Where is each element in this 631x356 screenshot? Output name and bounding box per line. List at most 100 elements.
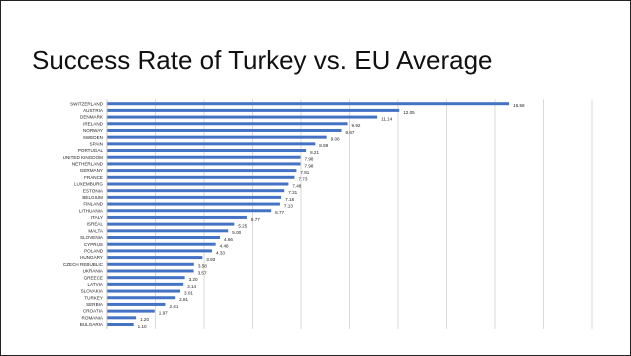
category-label: GREECE [84, 275, 103, 280]
data-label: 16.58 [513, 103, 525, 108]
data-label: 3.93 [206, 257, 215, 262]
bar [107, 209, 272, 213]
data-label: 7.98 [305, 157, 314, 162]
bar [107, 115, 378, 119]
bar [107, 108, 400, 112]
category-label: MALTA [88, 228, 104, 233]
category-label: LATVIA [88, 282, 104, 287]
category-label: ISREAL [87, 222, 104, 227]
data-label: 5.00 [232, 230, 241, 235]
category-label: NORWAY [83, 128, 103, 133]
category-label: AUSTRIA [83, 108, 104, 113]
category-label: LITHUANIA [79, 208, 104, 213]
bar [107, 215, 247, 219]
category-label: ESTONIA [83, 188, 104, 193]
bar [107, 282, 184, 286]
data-label: 5.25 [238, 224, 247, 229]
bar [107, 316, 137, 320]
bar [107, 175, 295, 179]
data-label: 7.31 [288, 190, 297, 195]
bar [107, 135, 327, 139]
category-label: POLAND [84, 249, 104, 254]
data-label: 3.58 [198, 264, 207, 269]
data-label: 9.92 [352, 123, 361, 128]
data-label: 3.01 [184, 290, 193, 295]
bar [107, 202, 280, 206]
bar [107, 182, 289, 186]
category-label: NETHERLAND [72, 162, 104, 167]
bar [107, 236, 221, 240]
category-label: CROATIA [83, 309, 104, 314]
category-label: IRELAND [83, 121, 104, 126]
data-label: 7.81 [300, 170, 309, 175]
bar [107, 289, 180, 293]
category-label: CYPRUS [84, 242, 103, 247]
bar [107, 162, 301, 166]
bar [107, 122, 348, 126]
category-label: SWITZERLAND [70, 101, 104, 106]
data-label: 8.59 [319, 143, 328, 148]
category-label: BELGIUM [82, 195, 103, 200]
data-label: 6.77 [275, 210, 284, 215]
bar [107, 262, 194, 266]
category-label: HUNGARY [80, 255, 103, 260]
bar [107, 155, 301, 159]
bar [107, 189, 285, 193]
data-label: 4.33 [216, 250, 225, 255]
bar [107, 302, 166, 306]
data-label: 3.20 [189, 277, 198, 282]
data-label: 7.48 [292, 183, 301, 188]
bar [107, 296, 176, 300]
bar [107, 309, 155, 313]
data-label: 3.57 [198, 270, 207, 275]
category-label: FINLAND [83, 202, 103, 207]
bar [107, 149, 307, 153]
bar [107, 222, 235, 226]
data-label: 2.41 [169, 304, 178, 309]
category-label: ROMANIA [82, 315, 104, 320]
bar [107, 256, 203, 260]
category-label: TURKEY [84, 295, 103, 300]
bar [107, 102, 510, 106]
bar [107, 242, 216, 246]
data-label: 7.98 [305, 163, 314, 168]
category-label: FRANCE [84, 175, 103, 180]
data-label: 4.48 [220, 244, 229, 249]
data-label: 1.10 [138, 324, 147, 329]
data-label: 11.14 [381, 116, 393, 121]
bar [107, 195, 282, 199]
category-label: GERMANY [80, 168, 103, 173]
data-label: 1.97 [159, 311, 168, 316]
bar [107, 142, 316, 146]
data-label: 3.14 [187, 284, 196, 289]
bar [107, 169, 297, 173]
category-label: DENMARK [80, 115, 104, 120]
category-label: UKRANIA [83, 269, 104, 274]
data-label: 9.06 [331, 137, 340, 142]
category-label: SLOVENIA [80, 235, 104, 240]
data-label: 4.66 [224, 237, 233, 242]
data-label: 9.67 [345, 130, 354, 135]
data-label: 7.18 [285, 197, 294, 202]
category-label: CZECH REBUBLIC [63, 262, 104, 267]
data-label: 5.77 [251, 217, 260, 222]
bar [107, 128, 342, 132]
data-label: 1.20 [140, 317, 149, 322]
data-label: 7.13 [284, 203, 293, 208]
data-label: 2.81 [179, 297, 188, 302]
category-label: SPAIN [90, 141, 103, 146]
bar [107, 276, 185, 280]
bar [107, 229, 229, 233]
category-label: LUXEMBURG [74, 182, 104, 187]
bar [107, 269, 194, 273]
bar [107, 323, 134, 326]
data-label: 12.05 [403, 110, 415, 115]
data-label: 8.21 [310, 150, 319, 155]
bar [107, 249, 213, 253]
data-label: 7.73 [298, 177, 307, 182]
category-label: BULGARIA [80, 322, 104, 327]
category-label: SLOVAKIA [81, 289, 104, 294]
category-label: UNITED KINGDOM [63, 155, 103, 160]
